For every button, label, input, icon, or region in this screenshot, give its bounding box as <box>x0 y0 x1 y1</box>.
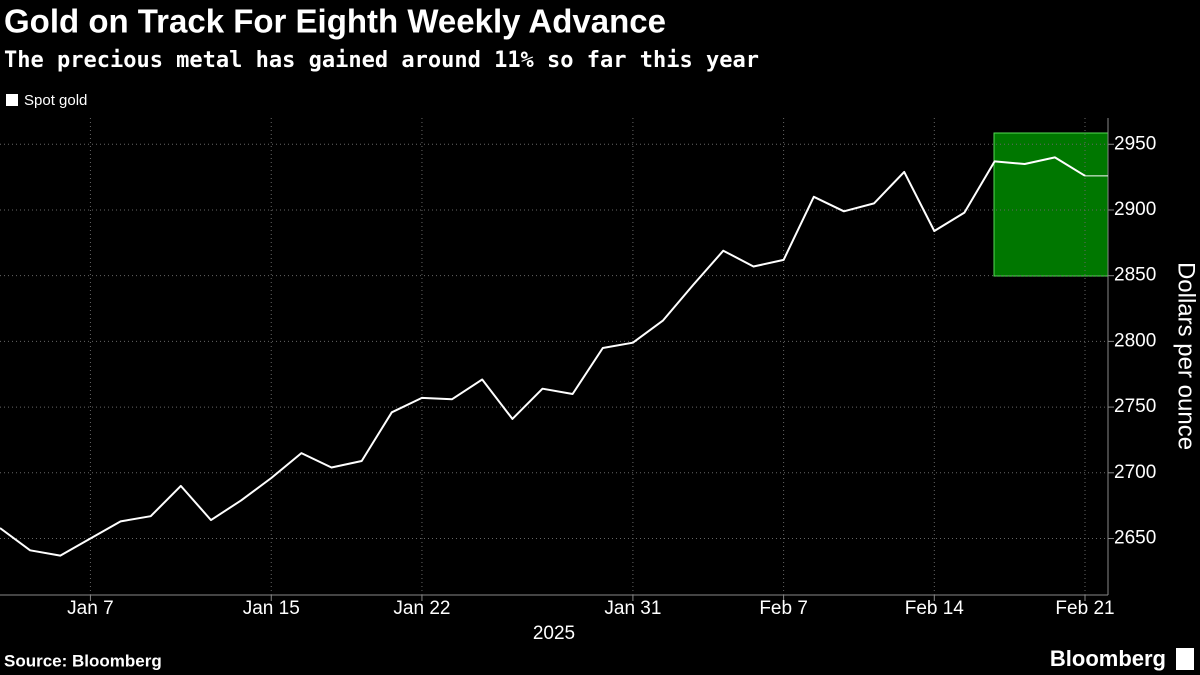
y-tick-label: 2950 <box>1114 133 1156 154</box>
chart-subtitle: The precious metal has gained around 11%… <box>4 48 759 73</box>
y-tick-label: 2650 <box>1114 528 1156 549</box>
chart-title: Gold on Track For Eighth Weekly Advance <box>4 3 666 40</box>
y-tick-label: 2850 <box>1114 265 1156 286</box>
x-tick-label: Feb 14 <box>905 598 965 619</box>
highlight-box <box>993 132 1109 277</box>
x-tick-label: Jan 15 <box>243 598 300 619</box>
x-axis-label: 2025 <box>533 623 575 644</box>
y-axis-label: Dollars per ounce <box>1173 262 1200 450</box>
y-tick-label: 2800 <box>1114 330 1156 351</box>
y-tick-label: 2750 <box>1114 396 1156 417</box>
x-tick-label: Jan 31 <box>604 598 661 619</box>
x-tick-label: Jan 7 <box>67 598 113 619</box>
data-line <box>0 156 1086 557</box>
brand: Bloomberg <box>1050 646 1166 671</box>
source: Source: Bloomberg <box>4 651 162 670</box>
x-tick-label: Feb 7 <box>759 598 808 619</box>
x-tick-label: Feb 21 <box>1055 598 1114 619</box>
legend-label: Spot gold <box>24 92 87 109</box>
legend-swatch <box>6 94 18 106</box>
x-tick-label: Jan 22 <box>393 598 450 619</box>
y-tick-label: 2700 <box>1114 462 1156 483</box>
brand-icon <box>1176 648 1194 670</box>
y-tick-label: 2900 <box>1114 199 1156 220</box>
